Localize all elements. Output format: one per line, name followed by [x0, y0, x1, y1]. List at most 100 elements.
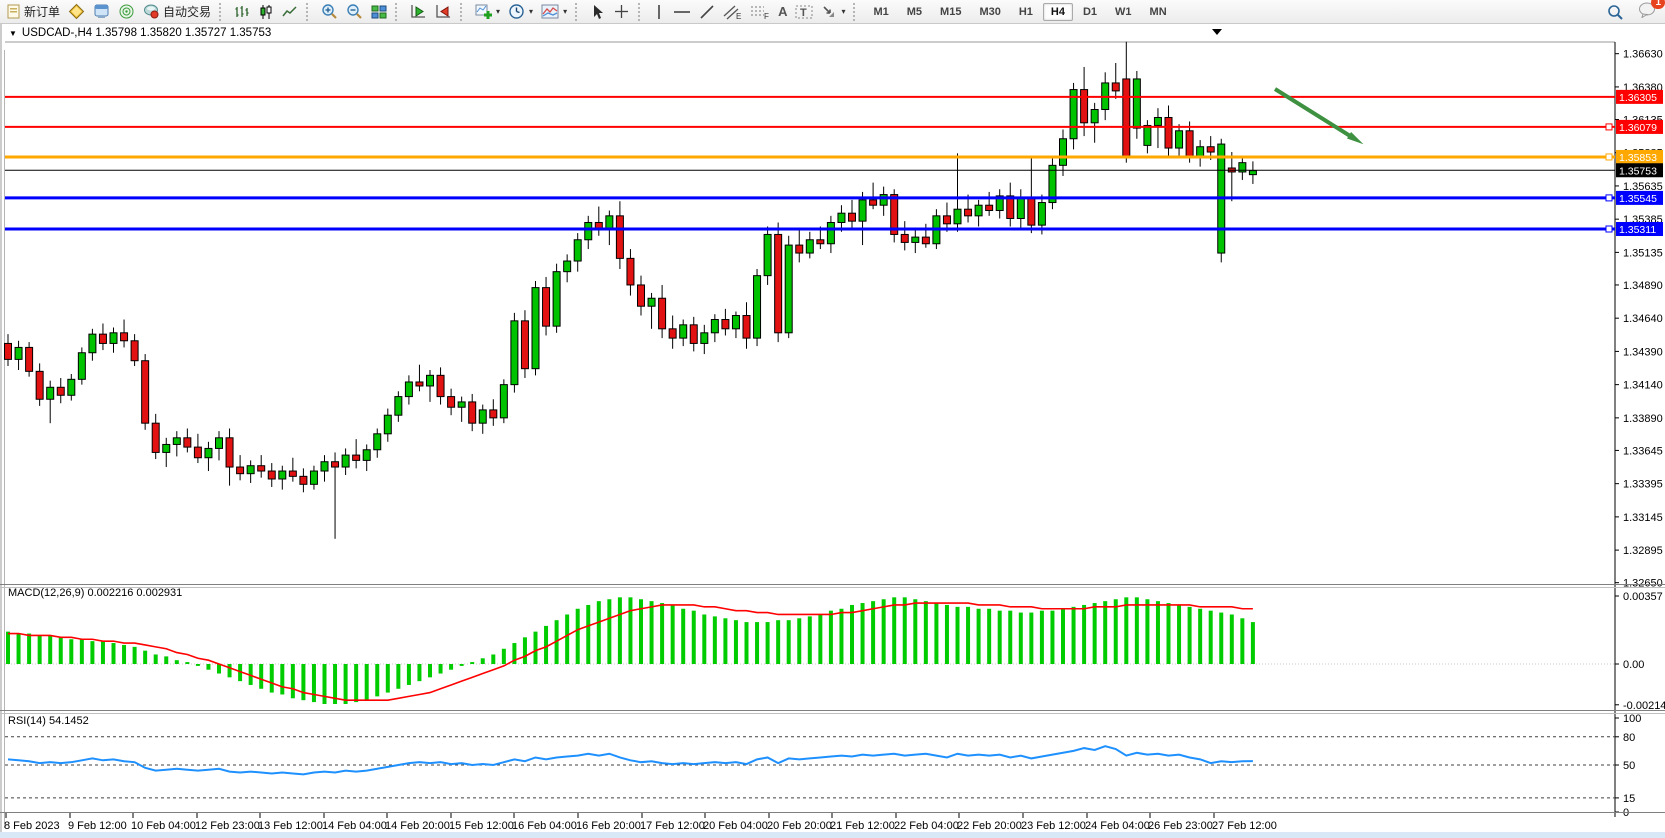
line-anchor-marker[interactable]: [1605, 123, 1613, 131]
market-window-button[interactable]: [89, 1, 114, 23]
horizontal-line-button[interactable]: [669, 1, 695, 23]
macd-histogram-bar: [406, 664, 411, 685]
timeframe-button-D1[interactable]: D1: [1082, 5, 1098, 18]
tile-windows-button[interactable]: [367, 1, 391, 23]
new-order-button[interactable]: 新订单: [2, 1, 64, 23]
candle: [900, 233, 909, 243]
candle: [890, 194, 899, 235]
macd-histogram-bar: [923, 601, 928, 664]
candlestick-icon: [260, 4, 272, 19]
candle: [879, 194, 888, 206]
price-line-badge-label: 1.35311: [1619, 224, 1656, 236]
periods-button[interactable]: ▾: [504, 1, 537, 23]
profile-button[interactable]: [64, 1, 89, 23]
date-axis-label: 9 Feb 12:00: [68, 820, 127, 832]
vertical-line-button[interactable]: [649, 1, 669, 23]
bar-chart-button[interactable]: [230, 1, 254, 23]
crosshair-button[interactable]: [609, 1, 634, 23]
candle: [341, 454, 350, 468]
arrows-button[interactable]: ▾: [817, 1, 849, 23]
candle: [848, 212, 856, 222]
macd-histogram-bar: [269, 664, 274, 693]
date-axis-label: 16 Feb 04:00: [512, 820, 577, 832]
price-line-badge-label: 1.36305: [1619, 92, 1657, 104]
line-chart-button[interactable]: [278, 1, 302, 23]
candle: [130, 340, 139, 362]
zoom-in-button[interactable]: [317, 1, 342, 23]
timeframe-button-W1[interactable]: W1: [1115, 5, 1132, 18]
chart-title: ▼ USDCAD-,H4 1.35798 1.35820 1.35727 1.3…: [9, 27, 271, 39]
line-anchor-marker[interactable]: [1605, 194, 1613, 202]
price-axis-tick-label: 1.34140: [1623, 380, 1663, 392]
macd-histogram-bar: [966, 606, 971, 664]
price-axis-tick-label: 1.33395: [1623, 479, 1663, 491]
candle: [151, 422, 160, 453]
signals-button[interactable]: [114, 1, 139, 23]
timeframe-button-H1[interactable]: H1: [1018, 5, 1033, 18]
toolbar-separator: [460, 2, 468, 21]
candlestick-chart-button[interactable]: [254, 1, 278, 23]
trend-arrow-line[interactable]: [1273, 87, 1357, 141]
text-tool-icon: A: [778, 4, 788, 19]
monitor-window-icon: [94, 4, 109, 18]
timeframe-button-M30[interactable]: M30: [979, 5, 1001, 18]
price-axis-tick-label: 1.33145: [1623, 512, 1663, 524]
equidistant-channel-button[interactable]: E: [719, 1, 746, 23]
timeframe-button-M1[interactable]: M1: [873, 5, 889, 18]
date-axis-label: 23 Feb 12:00: [1021, 820, 1086, 832]
search-icon[interactable]: [1607, 4, 1624, 21]
indicators-remove-button[interactable]: [431, 1, 456, 23]
macd-histogram-bar: [354, 664, 359, 703]
cursor-button[interactable]: [586, 1, 609, 23]
macd-histogram-bar: [1177, 604, 1182, 664]
macd-histogram-bar: [544, 625, 549, 664]
collapse-triangle-icon[interactable]: ▼: [9, 28, 17, 38]
candle: [795, 244, 804, 254]
candle: [805, 239, 814, 254]
candle: [394, 396, 403, 416]
macd-histogram-bar: [6, 631, 10, 664]
text-label-button[interactable]: T: [791, 1, 817, 23]
macd-histogram-bar: [944, 604, 949, 664]
timeframe-button-M5[interactable]: M5: [906, 5, 923, 18]
chart-canvas[interactable]: 1.366301.363801.361351.358851.356351.353…: [0, 24, 1665, 838]
auto-trading-button[interactable]: 自动交易: [139, 1, 215, 23]
templates-button[interactable]: ▾: [537, 1, 571, 23]
zoom-out-button[interactable]: [342, 1, 367, 23]
macd-histogram-bar: [1208, 610, 1213, 664]
macd-histogram-bar: [480, 658, 485, 664]
macd-histogram-bar: [733, 620, 738, 664]
macd-histogram-bar: [185, 662, 190, 664]
candle: [510, 320, 519, 386]
add-indicator-button[interactable]: ▾: [471, 1, 504, 23]
timeframe-button-H4[interactable]: H4: [1042, 2, 1073, 21]
candle: [109, 332, 118, 344]
line-anchor-marker[interactable]: [1605, 225, 1613, 233]
indicators-window-button[interactable]: [406, 1, 431, 23]
chat-button[interactable]: 1: [1638, 0, 1665, 23]
macd-histogram-bar: [311, 664, 316, 703]
candle: [1122, 78, 1131, 157]
candle: [753, 275, 762, 339]
macd-histogram-bar: [881, 599, 886, 664]
candle: [1016, 196, 1025, 219]
candle: [120, 332, 129, 342]
chart-shift-marker[interactable]: [1212, 29, 1222, 35]
dropdown-caret: ▾: [563, 7, 568, 16]
fibonacci-button[interactable]: F: [746, 1, 774, 23]
candle: [172, 437, 181, 445]
timeframe-button-M15[interactable]: M15: [940, 5, 962, 18]
price-line-badge: [1616, 221, 1663, 236]
candle: [56, 386, 65, 396]
macd-histogram-bar: [617, 597, 622, 664]
trendline-button[interactable]: [695, 1, 719, 23]
timeframe-button-MN[interactable]: MN: [1149, 5, 1167, 18]
text-button[interactable]: A: [774, 1, 791, 23]
macd-histogram-bar: [1198, 608, 1203, 664]
candle: [320, 461, 329, 472]
macd-histogram-bar: [533, 631, 538, 664]
macd-axis-label: 0.00357: [1623, 591, 1663, 603]
new-order-icon: [7, 4, 20, 19]
line-anchor-marker[interactable]: [1605, 153, 1613, 161]
